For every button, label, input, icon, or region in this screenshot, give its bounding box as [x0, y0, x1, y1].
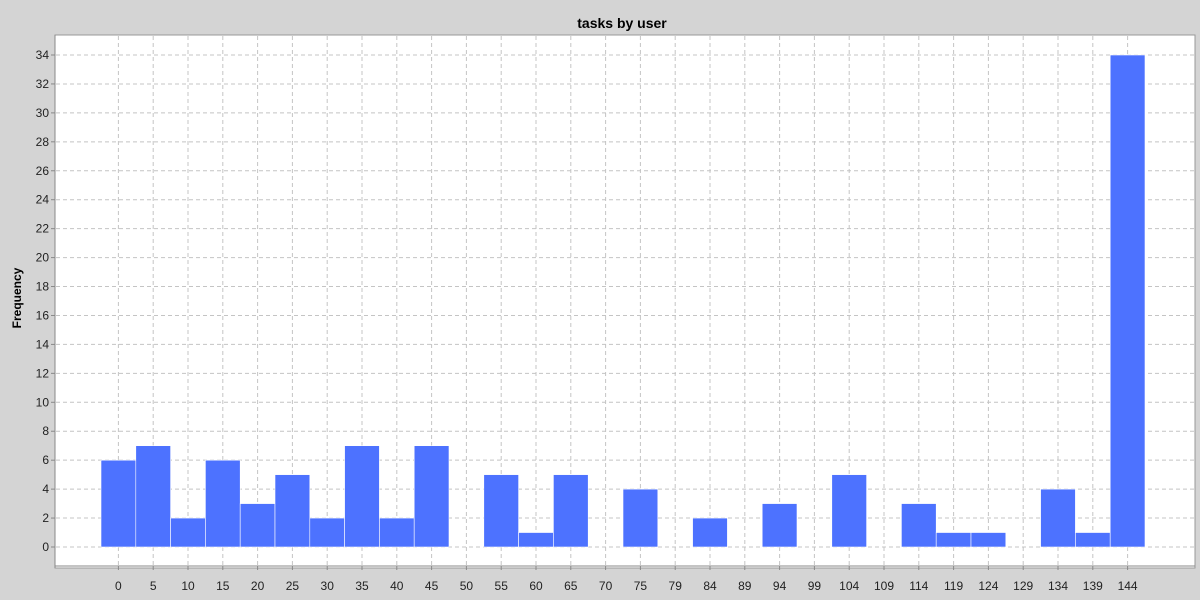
x-tick-label: 25	[286, 579, 300, 593]
y-tick-label: 4	[42, 482, 49, 496]
y-tick-label: 12	[36, 366, 50, 380]
x-tick-label: 119	[944, 579, 963, 593]
x-tick-label: 84	[703, 579, 717, 593]
x-tick-label: 35	[355, 579, 369, 593]
x-tick-label: 139	[1083, 579, 1103, 593]
x-tick-label: 89	[738, 579, 752, 593]
y-tick-label: 30	[36, 106, 50, 120]
bar	[761, 503, 798, 548]
x-tick-label: 70	[599, 579, 613, 593]
y-tick-label: 2	[42, 511, 49, 525]
y-tick-label: 34	[36, 48, 50, 62]
x-tick-label: 45	[425, 579, 439, 593]
bar	[970, 532, 1007, 548]
bar	[553, 474, 589, 548]
x-tick-label: 60	[529, 579, 543, 593]
bar	[309, 517, 345, 548]
x-tick-label: 94	[773, 579, 787, 593]
bar	[935, 532, 972, 548]
axes	[51, 35, 1195, 570]
x-tick-label: 65	[564, 579, 578, 593]
y-axis-label: Frequency	[10, 267, 24, 328]
bar	[483, 474, 519, 548]
x-tick-label: 20	[251, 579, 265, 593]
bar	[692, 517, 728, 548]
x-tick-label: 10	[181, 579, 195, 593]
bar	[1040, 488, 1076, 548]
bar	[344, 445, 380, 548]
x-tick-label: 75	[634, 579, 648, 593]
bar	[1109, 54, 1146, 548]
y-tick-label: 8	[42, 424, 49, 438]
bar	[413, 445, 450, 548]
x-tick-label: 104	[839, 579, 859, 593]
y-tick-label: 26	[36, 164, 50, 178]
y-tick-label: 14	[36, 337, 50, 351]
bar	[518, 532, 554, 548]
chart-title: tasks by user	[577, 15, 667, 31]
x-tick-labels: 0 5 10 15 20 25 30 35 40 45 50 55 60 65 70 75 79 84 89 94 99…	[115, 579, 1138, 593]
x-tick-label: 109	[874, 579, 894, 593]
x-tick-label: 30	[321, 579, 335, 593]
bar	[170, 517, 206, 548]
bar	[205, 459, 241, 548]
x-tick-label: 79	[669, 579, 683, 593]
x-tick-label: 144	[1118, 579, 1138, 593]
y-tick-label: 10	[36, 395, 50, 409]
bar	[831, 474, 867, 548]
bar	[239, 503, 276, 548]
plot-area	[54, 34, 1196, 569]
y-tick-label: 16	[36, 308, 50, 322]
y-tick-label: 0	[42, 540, 49, 554]
y-tick-label: 24	[36, 193, 50, 207]
bar	[274, 474, 311, 548]
bar	[1075, 532, 1111, 548]
x-tick-label: 15	[216, 579, 230, 593]
x-tick-label: 129	[1013, 579, 1033, 593]
bar	[135, 445, 171, 548]
x-tick-label: 124	[978, 579, 998, 593]
y-tick-label: 28	[36, 135, 50, 149]
x-tick-label: 5	[150, 579, 157, 593]
x-tick-label: 134	[1048, 579, 1068, 593]
x-tick-label: 40	[390, 579, 404, 593]
x-tick-label: 55	[495, 579, 509, 593]
y-tick-label: 18	[36, 280, 50, 294]
y-tick-label: 32	[36, 77, 50, 91]
bar	[379, 517, 415, 548]
x-tick-label: 0	[115, 579, 122, 593]
bar	[100, 459, 137, 548]
bar	[901, 503, 937, 548]
x-tick-label: 99	[808, 579, 822, 593]
y-tick-label: 6	[42, 453, 49, 467]
bars-group	[100, 54, 1146, 548]
y-tick-label: 22	[36, 222, 50, 236]
bar	[622, 488, 659, 548]
y-tick-label: 20	[36, 251, 50, 265]
x-tick-label: 114	[909, 579, 928, 593]
x-tick-label: 50	[460, 579, 474, 593]
